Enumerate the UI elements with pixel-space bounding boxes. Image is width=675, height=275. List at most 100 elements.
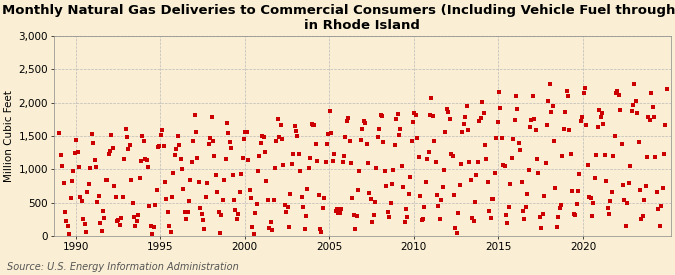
Point bbox=[532, 157, 543, 161]
Point bbox=[310, 141, 321, 146]
Point bbox=[192, 156, 202, 160]
Point bbox=[536, 226, 547, 230]
Point bbox=[230, 208, 241, 212]
Point bbox=[624, 164, 635, 168]
Point bbox=[329, 151, 340, 156]
Point bbox=[327, 159, 338, 163]
Point bbox=[352, 188, 363, 192]
Point bbox=[660, 123, 671, 127]
Point bbox=[464, 160, 475, 164]
Point bbox=[570, 213, 580, 218]
Point bbox=[251, 202, 262, 207]
Point bbox=[524, 125, 535, 130]
Point bbox=[298, 205, 308, 209]
Point bbox=[340, 135, 351, 139]
Point bbox=[566, 152, 576, 156]
Point bbox=[440, 130, 451, 134]
Point bbox=[475, 116, 486, 121]
Point bbox=[224, 140, 235, 145]
Point bbox=[383, 214, 394, 219]
Point bbox=[543, 99, 554, 103]
Point bbox=[294, 152, 304, 156]
Point bbox=[180, 210, 190, 214]
Point bbox=[506, 156, 517, 161]
Point bbox=[572, 188, 583, 193]
Point bbox=[549, 139, 560, 143]
Point bbox=[181, 217, 192, 221]
Point bbox=[611, 91, 622, 95]
Point bbox=[659, 152, 670, 156]
Point bbox=[279, 203, 290, 207]
Point bbox=[172, 134, 183, 138]
Point bbox=[502, 221, 513, 226]
Point bbox=[622, 201, 632, 205]
Point bbox=[344, 139, 355, 143]
Point bbox=[373, 134, 383, 139]
Point bbox=[173, 143, 184, 147]
Point bbox=[75, 194, 86, 199]
Point bbox=[184, 199, 194, 204]
Point bbox=[57, 164, 68, 168]
Point bbox=[211, 172, 221, 177]
Point bbox=[248, 232, 259, 236]
Point bbox=[487, 197, 497, 201]
Point bbox=[103, 151, 114, 156]
Point bbox=[137, 133, 148, 138]
Point bbox=[155, 133, 166, 138]
Point bbox=[518, 209, 529, 213]
Point bbox=[133, 213, 144, 217]
Point bbox=[614, 93, 624, 98]
Point bbox=[317, 206, 328, 211]
Point bbox=[422, 156, 433, 161]
Point bbox=[567, 189, 578, 194]
Point bbox=[264, 226, 275, 230]
Point bbox=[618, 182, 628, 187]
Point bbox=[515, 147, 526, 152]
Point bbox=[330, 208, 341, 213]
Point bbox=[533, 171, 544, 175]
Point bbox=[292, 134, 303, 138]
Point bbox=[182, 210, 193, 214]
Point bbox=[615, 108, 626, 112]
Point bbox=[148, 225, 159, 229]
Point bbox=[142, 165, 153, 170]
Point bbox=[268, 197, 279, 202]
Point bbox=[361, 141, 372, 146]
Point bbox=[65, 196, 76, 200]
Point bbox=[544, 82, 555, 87]
Point bbox=[260, 150, 271, 155]
Point bbox=[425, 113, 435, 117]
Point bbox=[402, 215, 413, 219]
Point bbox=[282, 205, 293, 209]
Point bbox=[164, 223, 175, 228]
Point bbox=[111, 219, 122, 223]
Point bbox=[261, 178, 272, 183]
Point bbox=[232, 217, 242, 221]
Point bbox=[265, 220, 276, 224]
Point bbox=[200, 195, 211, 199]
Point bbox=[447, 154, 458, 158]
Point bbox=[237, 155, 248, 160]
Point bbox=[313, 193, 324, 197]
Point bbox=[632, 111, 643, 115]
Point bbox=[510, 94, 521, 98]
Point bbox=[358, 119, 369, 123]
Point bbox=[587, 214, 597, 218]
Point bbox=[278, 163, 289, 167]
Point bbox=[531, 127, 541, 132]
Point bbox=[98, 209, 109, 213]
Point bbox=[550, 186, 561, 191]
Point bbox=[410, 112, 421, 117]
Point bbox=[553, 215, 564, 219]
Point bbox=[319, 196, 329, 200]
Point bbox=[117, 195, 128, 200]
Point bbox=[234, 189, 245, 194]
Point bbox=[640, 184, 651, 189]
Point bbox=[382, 210, 393, 214]
Point bbox=[387, 182, 398, 186]
Point bbox=[377, 114, 387, 118]
Point bbox=[227, 173, 238, 177]
Point bbox=[606, 189, 617, 194]
Point bbox=[101, 178, 111, 182]
Point bbox=[205, 135, 215, 140]
